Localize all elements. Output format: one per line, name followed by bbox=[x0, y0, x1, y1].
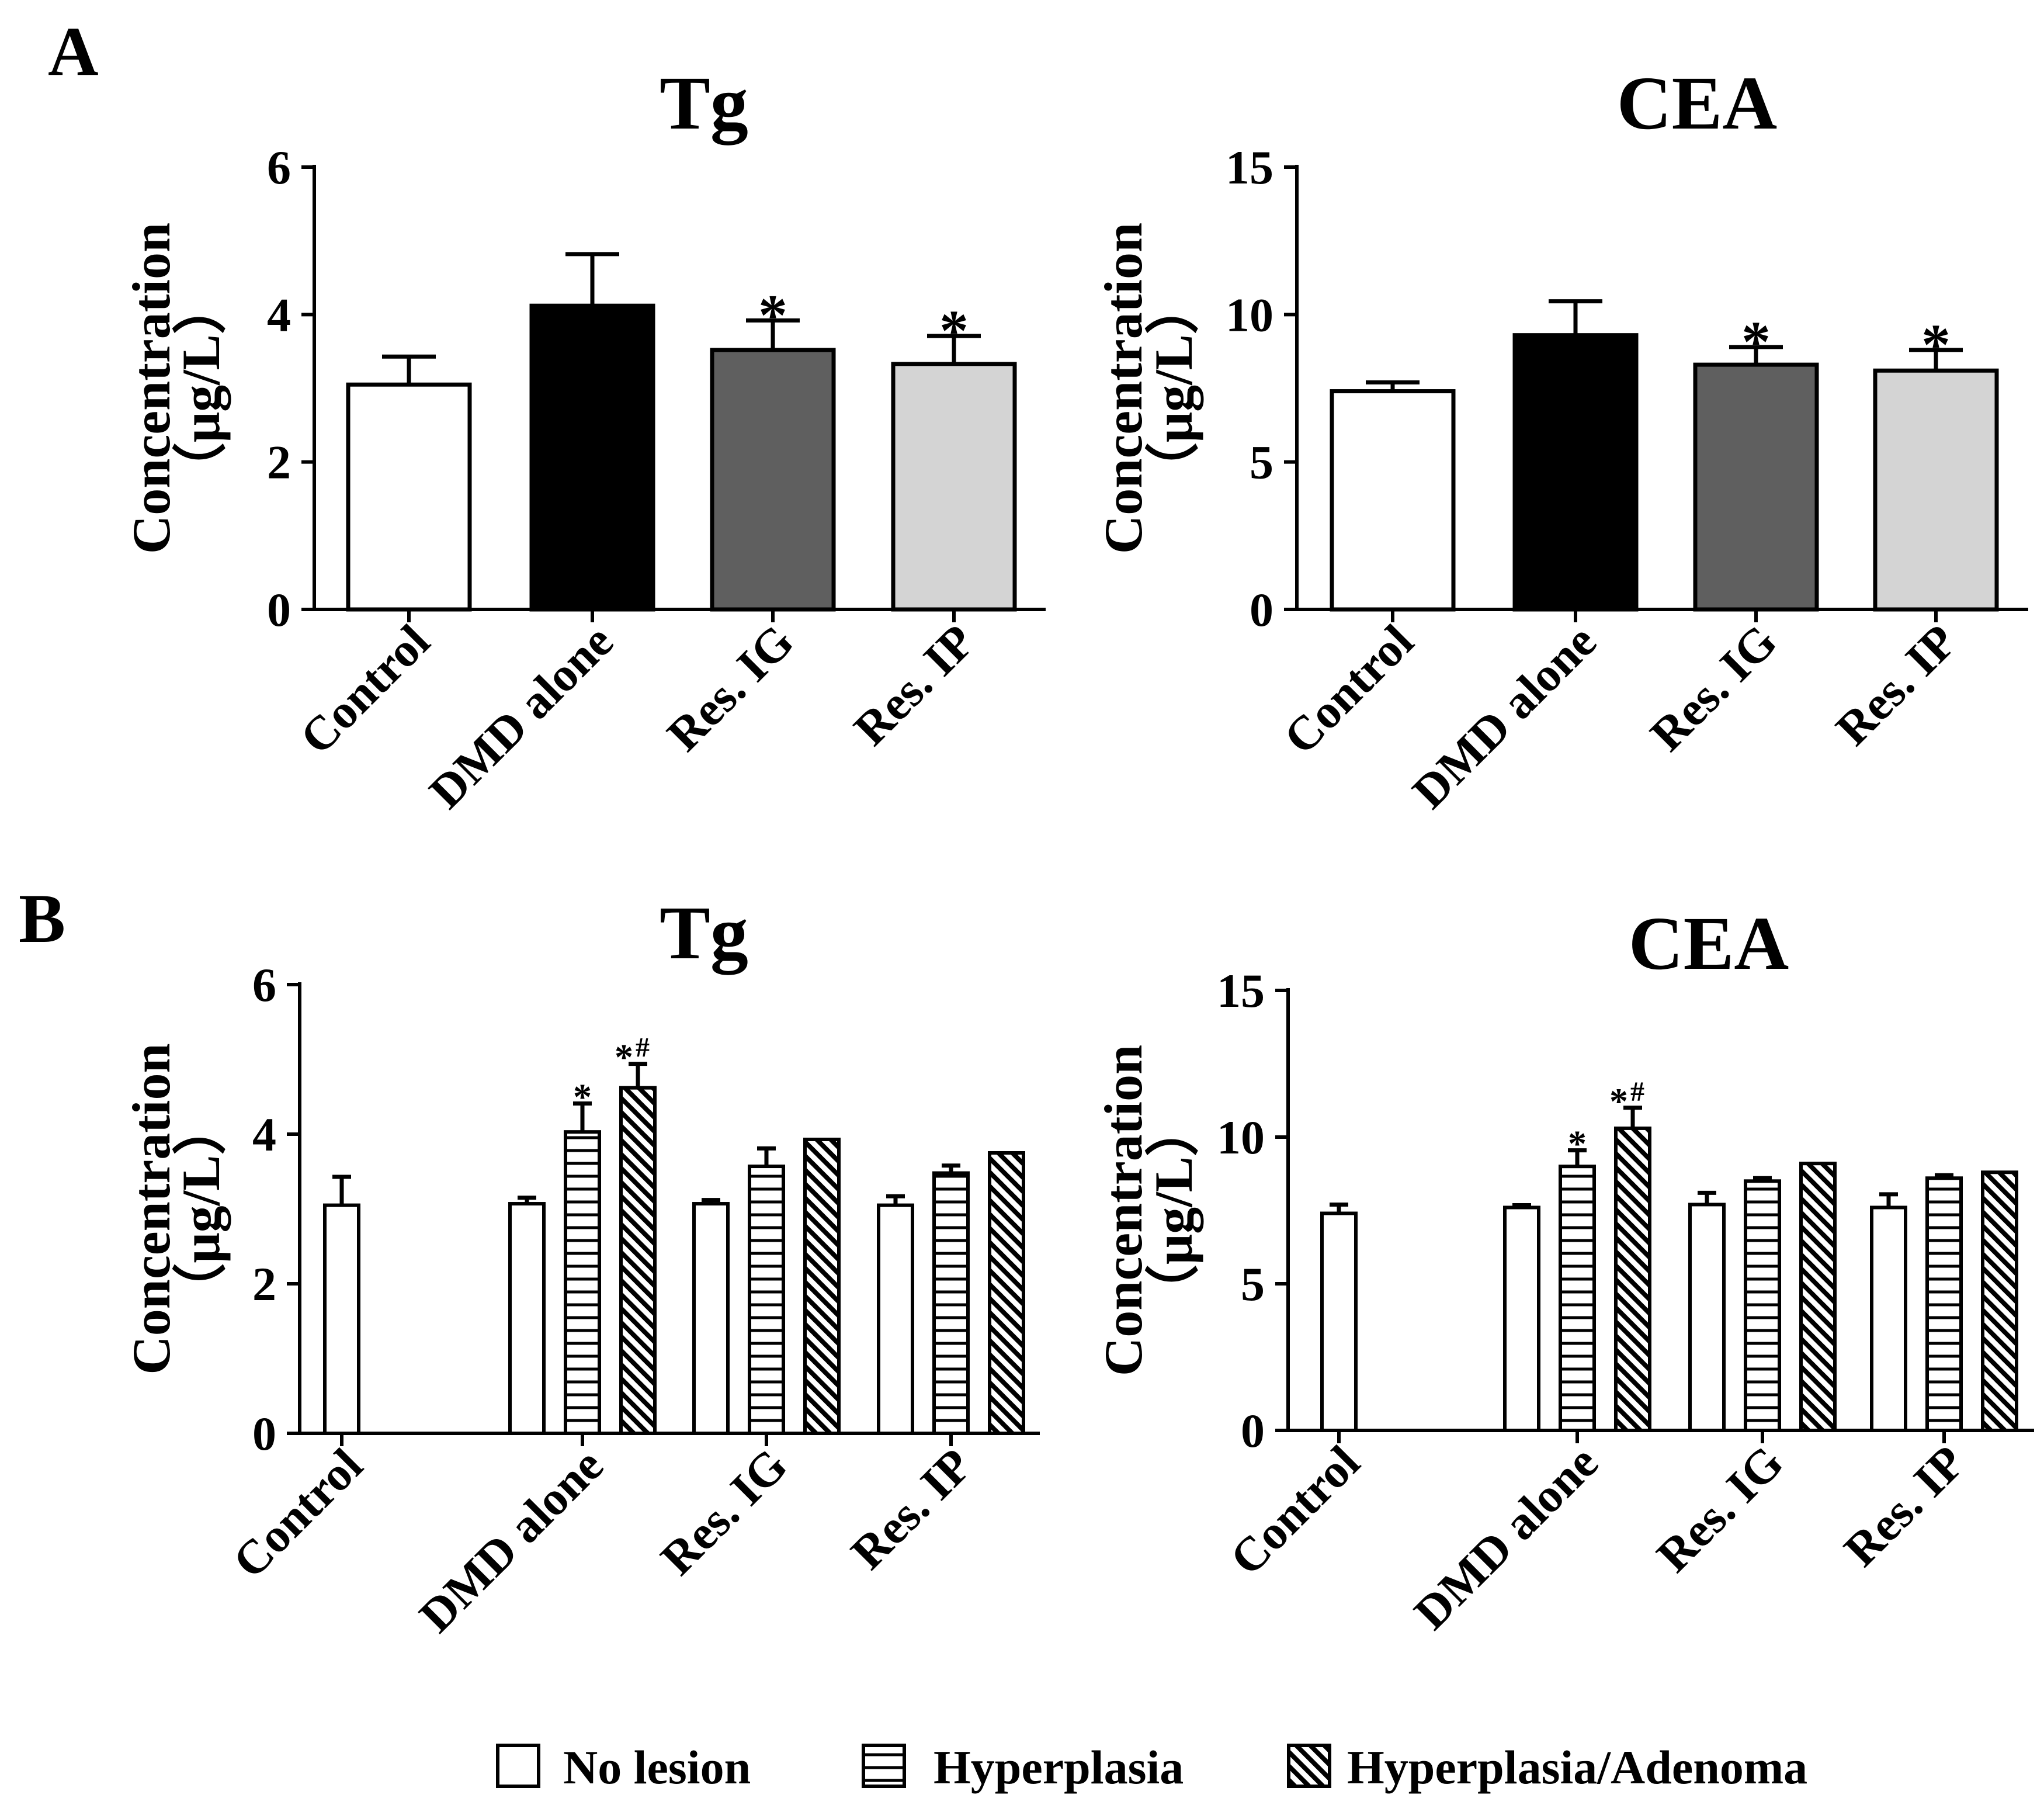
bar-diagonal-lines bbox=[988, 1151, 1025, 1435]
y-tick-label: 15 bbox=[1217, 964, 1265, 1017]
legend-swatch-no-lesion bbox=[496, 1744, 540, 1788]
y-axis-title: Concentration bbox=[122, 223, 181, 554]
y-tick-label: 2 bbox=[252, 1257, 276, 1311]
bar bbox=[1693, 362, 1819, 612]
legend-swatch-hyperplasia-adenoma bbox=[1287, 1744, 1331, 1788]
significance-marker: * bbox=[758, 282, 787, 347]
bar-horizontal-lines bbox=[1744, 1179, 1781, 1433]
x-tick-label: DMD alone bbox=[419, 614, 623, 818]
bar-diagonal-lines bbox=[803, 1137, 841, 1435]
panel-label-b: B bbox=[19, 879, 65, 957]
chart-title: Tg bbox=[660, 891, 748, 975]
bar-horizontal-lines bbox=[1925, 1176, 1963, 1433]
x-tick-label: Res. IP bbox=[844, 614, 984, 755]
bar-diagonal-lines bbox=[1981, 1170, 2018, 1432]
y-axis-unit: （μg/L） bbox=[1144, 280, 1203, 496]
bar-solid-white bbox=[323, 1203, 360, 1436]
y-tick-label: 5 bbox=[1241, 1257, 1265, 1311]
y-axis-unit: （μg/L） bbox=[1144, 1103, 1203, 1318]
bar-diagonal-lines bbox=[1614, 1126, 1651, 1432]
bar-solid-white bbox=[1503, 1205, 1540, 1432]
x-tick-label: Res. IP bbox=[841, 1438, 981, 1579]
significance-marker: * bbox=[1921, 312, 1951, 377]
panel-label-a: A bbox=[48, 12, 99, 90]
x-tick-label: Res. IG bbox=[1640, 614, 1787, 761]
y-axis-title: Concentration bbox=[1094, 223, 1153, 554]
significance-marker: * bbox=[1568, 1123, 1587, 1165]
legend-swatch-hyperplasia bbox=[862, 1744, 906, 1788]
bar bbox=[529, 303, 655, 612]
x-tick-label: Res. IG bbox=[1647, 1435, 1793, 1582]
significance-marker: * bbox=[1741, 309, 1771, 374]
x-tick-label: DMD alone bbox=[1404, 1435, 1608, 1639]
y-tick-label: 0 bbox=[252, 1407, 276, 1460]
bar bbox=[346, 382, 472, 612]
y-tick-label: 4 bbox=[267, 288, 291, 341]
y-axis-unit: （μg/L） bbox=[171, 280, 231, 496]
x-tick-label: Control bbox=[223, 1438, 373, 1588]
significance-marker: * bbox=[615, 1037, 633, 1078]
y-tick-label: 10 bbox=[1226, 288, 1273, 341]
bar-solid-white bbox=[1688, 1203, 1726, 1432]
bar-diagonal-lines bbox=[1799, 1162, 1837, 1433]
y-tick-label: 6 bbox=[252, 958, 276, 1011]
y-axis-title: Concentration bbox=[1094, 1045, 1153, 1376]
y-axis-unit: （μg/L） bbox=[171, 1101, 231, 1316]
chart-b-cea: CEA Concentration（μg/L） 0 5 10 15 Control DMD a… bbox=[1094, 902, 2034, 1640]
significance-marker: # bbox=[1630, 1076, 1644, 1107]
y-tick-label: 0 bbox=[1250, 583, 1273, 636]
chart-title: CEA bbox=[1629, 902, 1789, 986]
y-tick-label: 0 bbox=[267, 583, 291, 636]
x-tick-label: Res. IP bbox=[1834, 1435, 1974, 1576]
bar-horizontal-lines bbox=[748, 1165, 785, 1436]
significance-marker: * bbox=[573, 1076, 592, 1118]
bar bbox=[710, 348, 836, 612]
bar-horizontal-lines bbox=[1559, 1165, 1596, 1432]
y-tick-label: 2 bbox=[267, 436, 291, 489]
bar-diagonal-lines bbox=[619, 1086, 657, 1435]
y-tick-label: 4 bbox=[252, 1108, 276, 1161]
bar bbox=[1330, 389, 1456, 612]
bar bbox=[891, 362, 1017, 612]
bar-solid-white bbox=[692, 1202, 730, 1436]
y-tick-label: 10 bbox=[1217, 1111, 1265, 1164]
x-tick-label: Res. IG bbox=[651, 1438, 797, 1585]
y-tick-label: 15 bbox=[1226, 141, 1273, 194]
bar bbox=[1873, 368, 1999, 612]
legend-label-hyperplasia-adenoma: Hyperplasia/Adenoma bbox=[1347, 1741, 1807, 1794]
legend-label-hyperplasia: Hyperplasia bbox=[933, 1741, 1184, 1794]
x-tick-label: DMD alone bbox=[409, 1438, 613, 1642]
x-tick-label: Control bbox=[290, 614, 440, 764]
x-tick-label: Control bbox=[1220, 1435, 1370, 1585]
bar bbox=[1512, 333, 1639, 612]
bar-solid-white bbox=[1870, 1205, 1907, 1432]
significance-marker: * bbox=[1609, 1080, 1628, 1122]
legend-label-no-lesion: No lesion bbox=[563, 1741, 751, 1794]
x-tick-label: Res. IP bbox=[1826, 614, 1966, 755]
y-tick-label: 6 bbox=[267, 141, 291, 194]
x-tick-label: Control bbox=[1273, 614, 1424, 764]
bar-solid-white bbox=[877, 1203, 914, 1436]
significance-marker: * bbox=[939, 298, 969, 363]
x-tick-label: Res. IG bbox=[657, 614, 804, 761]
y-tick-label: 0 bbox=[1241, 1404, 1265, 1457]
y-tick-label: 5 bbox=[1250, 436, 1273, 489]
chart-title: CEA bbox=[1617, 61, 1777, 145]
chart-b-tg: Tg Concentration（μg/L） 0 2 4 6 Control DMD alon… bbox=[122, 891, 1040, 1643]
y-axis-title: Concentration bbox=[122, 1043, 181, 1374]
bar-solid-white bbox=[1320, 1211, 1358, 1433]
bar-solid-white bbox=[508, 1202, 546, 1436]
x-tick-label: DMD alone bbox=[1402, 614, 1606, 818]
bar-horizontal-lines bbox=[564, 1130, 601, 1436]
significance-marker: # bbox=[636, 1033, 650, 1063]
legend: No lesion Hyperplasia Hyperplasia/Adenom… bbox=[496, 1741, 1807, 1794]
bar-horizontal-lines bbox=[932, 1171, 970, 1436]
chart-title: Tg bbox=[660, 61, 748, 145]
